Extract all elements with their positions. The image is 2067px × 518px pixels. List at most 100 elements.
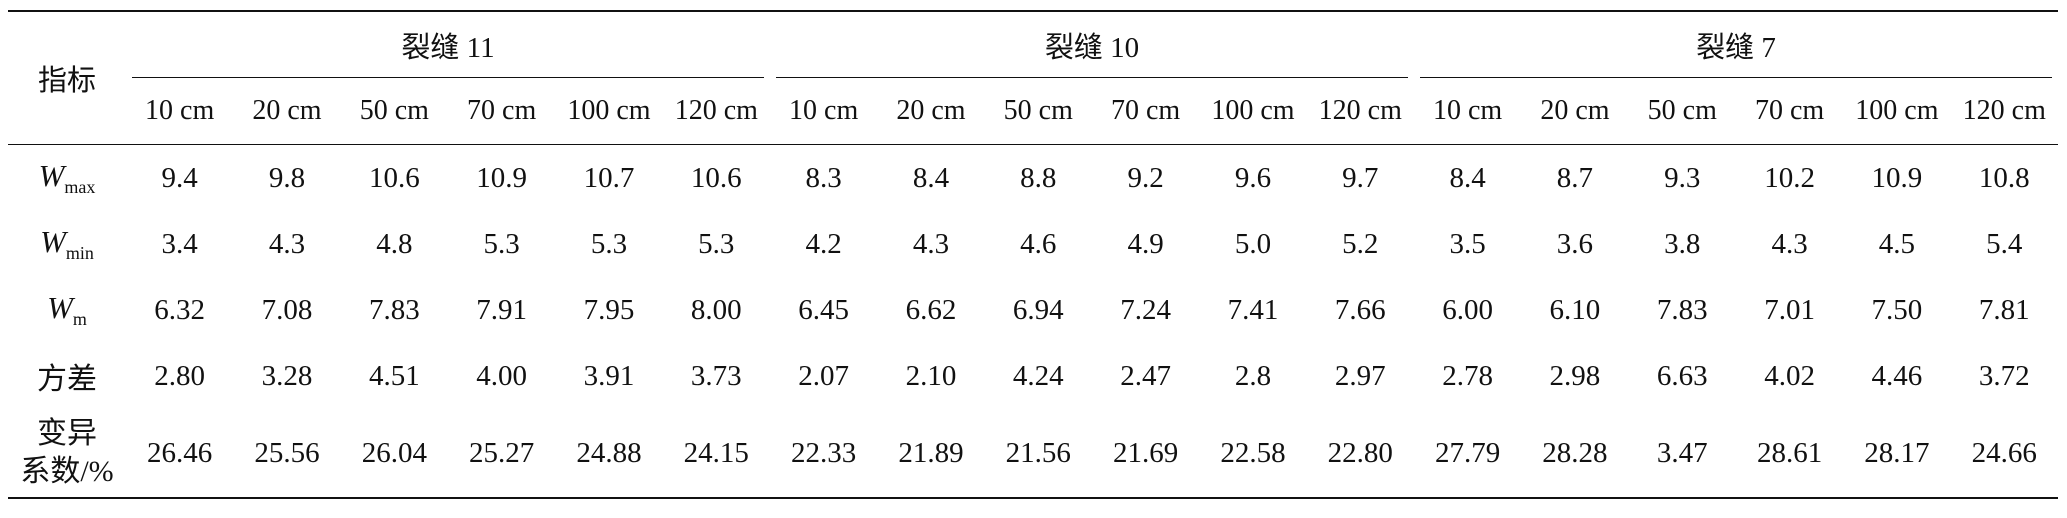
table-cell: 3.6 xyxy=(1556,227,1594,260)
table-cell: 26.04 xyxy=(340,409,448,499)
table-cell: 6.63 xyxy=(1656,359,1708,392)
table-row-wmax: Wmax 9.4 9.8 10.6 10.9 10.7 10.6 8.3 8.4 8.8 9.2 9… xyxy=(8,145,2058,212)
table-cell: 21.56 xyxy=(984,409,1092,499)
table-cell: 21.89 xyxy=(877,409,985,499)
table-cell: 9.6 xyxy=(1234,161,1272,194)
table-cell: 10.9 xyxy=(476,161,528,194)
depth-header: 100 cm xyxy=(555,78,663,145)
table-cell: 7.83 xyxy=(368,293,420,326)
table-cell: 5.3 xyxy=(698,227,735,260)
row-label: Wm xyxy=(47,290,87,329)
table-cell: 9.8 xyxy=(268,161,306,194)
table-cell: 22.33 xyxy=(769,409,878,499)
table-cell: 8.8 xyxy=(1020,161,1057,194)
table-cell: 4.51 xyxy=(368,359,420,392)
group-header: 裂缝 10 xyxy=(769,10,1414,79)
table-cell: 5.3 xyxy=(483,227,520,260)
table-cell: 10.6 xyxy=(368,161,420,194)
depth-header: 10 cm xyxy=(126,78,234,145)
table-cell: 4.3 xyxy=(268,227,306,260)
table-cell: 3.8 xyxy=(1664,227,1701,260)
table-row-variance: 方差 2.80 3.28 4.51 4.00 3.91 3.73 2.07 2.10 4.24 2… xyxy=(8,343,2058,409)
table-cell: 25.56 xyxy=(233,409,341,499)
depth-header: 100 cm xyxy=(1199,78,1307,145)
depth-header: 20 cm xyxy=(877,78,985,145)
table-cell: 6.94 xyxy=(1012,293,1064,326)
table-cell: 5.3 xyxy=(590,227,628,260)
table-cell: 28.28 xyxy=(1521,409,1629,499)
table-cell: 22.80 xyxy=(1306,409,1414,499)
table-row-wmin: Wmin 3.4 4.3 4.8 5.3 5.3 5.3 4.2 4.3 4.6 4.9 5.0 5.… xyxy=(8,211,2058,277)
corner-label: 指标 xyxy=(8,10,126,145)
depth-header: 100 cm xyxy=(1843,78,1951,145)
table-body: Wmax 9.4 9.8 10.6 10.9 10.7 10.6 8.3 8.4 8.8 9.2 9… xyxy=(8,145,2058,499)
table-cell: 5.0 xyxy=(1234,227,1272,260)
table-cell: 6.45 xyxy=(798,293,849,326)
table-cell: 5.2 xyxy=(1342,227,1379,260)
depth-header: 50 cm xyxy=(340,78,448,145)
group-header: 裂缝 7 xyxy=(1413,10,2058,79)
depth-header: 10 cm xyxy=(769,78,878,145)
table-cell: 6.10 xyxy=(1549,293,1601,326)
table-cell: 2.78 xyxy=(1442,359,1493,392)
depth-header: 120 cm xyxy=(1306,78,1414,145)
table-cell: 24.15 xyxy=(662,409,770,499)
table-cell: 3.28 xyxy=(261,359,313,392)
table-cell: 25.27 xyxy=(447,409,556,499)
table-cell: 7.66 xyxy=(1334,293,1386,326)
table-cell: 7.08 xyxy=(261,293,313,326)
table-cell: 10.6 xyxy=(690,161,742,194)
table-cell: 21.69 xyxy=(1091,409,1200,499)
table-cell: 7.81 xyxy=(1978,293,2030,326)
depth-header: 20 cm xyxy=(1521,78,1629,145)
table-cell: 2.47 xyxy=(1120,359,1171,392)
header-row-depths: 10 cm 20 cm 50 cm 70 cm 100 cm 120 cm 10… xyxy=(8,78,2058,145)
data-table-container: 指标 裂缝 11 裂缝 10 裂缝 7 10 cm 20 cm 50 cm 70… xyxy=(8,10,2058,499)
table-cell: 8.4 xyxy=(912,161,950,194)
table-cell: 10.8 xyxy=(1978,161,2030,194)
table-cell: 24.66 xyxy=(1950,409,2058,499)
table-cell: 4.00 xyxy=(476,359,528,392)
table-cell: 28.17 xyxy=(1843,409,1951,499)
table-cell: 24.88 xyxy=(555,409,663,499)
table-cell: 28.61 xyxy=(1735,409,1844,499)
table-cell: 9.2 xyxy=(1127,161,1164,194)
table-cell: 3.47 xyxy=(1628,409,1736,499)
table-cell: 3.72 xyxy=(1978,359,2030,392)
depth-header: 120 cm xyxy=(662,78,770,145)
table-cell: 7.41 xyxy=(1227,293,1279,326)
row-label: Wmax xyxy=(38,158,96,197)
table-cell: 2.10 xyxy=(905,359,957,392)
table-cell: 4.3 xyxy=(1771,227,1808,260)
data-table: 指标 裂缝 11 裂缝 10 裂缝 7 10 cm 20 cm 50 cm 70… xyxy=(8,10,2058,499)
table-cell: 3.73 xyxy=(690,359,742,392)
table-cell: 8.7 xyxy=(1556,161,1594,194)
table-cell: 9.4 xyxy=(161,161,198,194)
depth-header: 50 cm xyxy=(1628,78,1736,145)
table-cell: 2.80 xyxy=(154,359,206,392)
table-cell: 7.24 xyxy=(1120,293,1171,326)
table-cell: 5.4 xyxy=(1986,227,2023,260)
table-cell: 9.3 xyxy=(1664,161,1701,194)
group-header: 裂缝 11 xyxy=(126,10,770,79)
table-cell: 6.00 xyxy=(1442,293,1493,326)
table-cell: 2.8 xyxy=(1234,359,1272,392)
table-cell: 10.9 xyxy=(1871,161,1923,194)
table-cell: 8.4 xyxy=(1449,161,1486,194)
table-cell: 9.7 xyxy=(1342,161,1379,194)
row-label: Wmin xyxy=(40,224,94,263)
table-cell: 10.7 xyxy=(583,161,635,194)
table-cell: 4.46 xyxy=(1871,359,1923,392)
table-cell: 27.79 xyxy=(1413,409,1522,499)
table-cell: 6.62 xyxy=(905,293,957,326)
table-cell: 3.91 xyxy=(583,359,635,392)
table-cell: 6.32 xyxy=(154,293,206,326)
table-cell: 3.4 xyxy=(161,227,198,260)
depth-header: 70 cm xyxy=(1735,78,1844,145)
table-cell: 4.6 xyxy=(1020,227,1057,260)
table-cell: 7.83 xyxy=(1656,293,1708,326)
depth-header: 70 cm xyxy=(1091,78,1200,145)
table-cell: 26.46 xyxy=(126,409,234,499)
table-row-wm: Wm 6.32 7.08 7.83 7.91 7.95 8.00 6.45 6.62 6.94 7… xyxy=(8,277,2058,343)
table-cell: 4.8 xyxy=(376,227,413,260)
